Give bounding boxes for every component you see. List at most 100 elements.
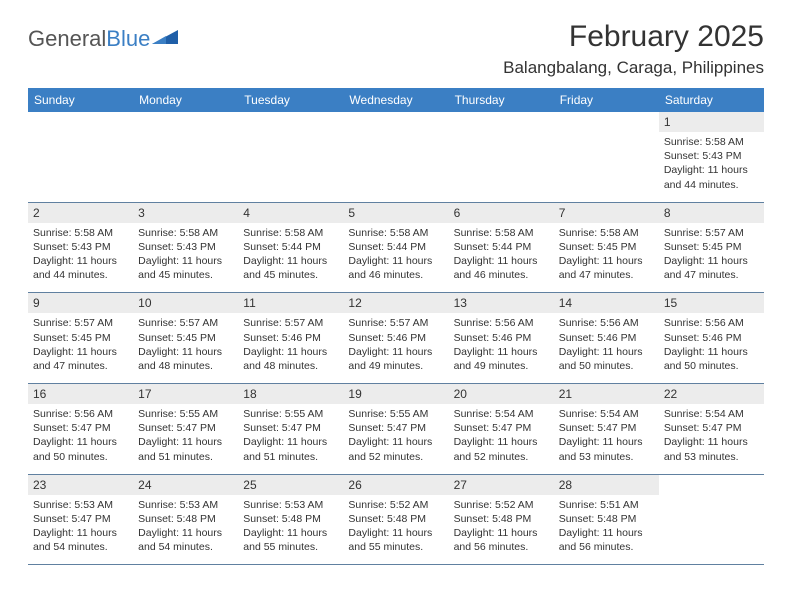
day-number: 25 bbox=[238, 475, 343, 495]
day-number: 17 bbox=[133, 384, 238, 404]
day-cell: 27Sunrise: 5:52 AMSunset: 5:48 PMDayligh… bbox=[449, 474, 554, 565]
day-number: 21 bbox=[554, 384, 659, 404]
day-header-thu: Thursday bbox=[449, 88, 554, 112]
day-header-sun: Sunday bbox=[28, 88, 133, 112]
daylight-text: Daylight: 11 hours and 56 minutes. bbox=[559, 526, 654, 554]
day-number: 28 bbox=[554, 475, 659, 495]
daylight-text: Daylight: 11 hours and 46 minutes. bbox=[454, 254, 549, 282]
day-header-tue: Tuesday bbox=[238, 88, 343, 112]
sunset-text: Sunset: 5:45 PM bbox=[664, 240, 759, 254]
day-cell: 22Sunrise: 5:54 AMSunset: 5:47 PMDayligh… bbox=[659, 384, 764, 475]
day-content: Sunrise: 5:58 AMSunset: 5:43 PMDaylight:… bbox=[659, 132, 764, 202]
day-header-mon: Monday bbox=[133, 88, 238, 112]
sunrise-text: Sunrise: 5:56 AM bbox=[664, 316, 759, 330]
day-content: Sunrise: 5:58 AMSunset: 5:43 PMDaylight:… bbox=[133, 223, 238, 293]
day-content: Sunrise: 5:56 AMSunset: 5:46 PMDaylight:… bbox=[449, 313, 554, 383]
day-cell: 23Sunrise: 5:53 AMSunset: 5:47 PMDayligh… bbox=[28, 474, 133, 565]
day-header-row: Sunday Monday Tuesday Wednesday Thursday… bbox=[28, 88, 764, 112]
day-cell bbox=[238, 112, 343, 202]
day-cell: 4Sunrise: 5:58 AMSunset: 5:44 PMDaylight… bbox=[238, 202, 343, 293]
day-content bbox=[28, 112, 133, 179]
day-cell: 14Sunrise: 5:56 AMSunset: 5:46 PMDayligh… bbox=[554, 293, 659, 384]
sunset-text: Sunset: 5:45 PM bbox=[138, 331, 233, 345]
day-content: Sunrise: 5:53 AMSunset: 5:47 PMDaylight:… bbox=[28, 495, 133, 565]
sunset-text: Sunset: 5:47 PM bbox=[33, 421, 128, 435]
day-cell: 28Sunrise: 5:51 AMSunset: 5:48 PMDayligh… bbox=[554, 474, 659, 565]
sunrise-text: Sunrise: 5:53 AM bbox=[243, 498, 338, 512]
day-cell: 18Sunrise: 5:55 AMSunset: 5:47 PMDayligh… bbox=[238, 384, 343, 475]
day-cell bbox=[554, 112, 659, 202]
week-row: 1Sunrise: 5:58 AMSunset: 5:43 PMDaylight… bbox=[28, 112, 764, 202]
daylight-text: Daylight: 11 hours and 50 minutes. bbox=[33, 435, 128, 463]
day-content: Sunrise: 5:58 AMSunset: 5:44 PMDaylight:… bbox=[343, 223, 448, 293]
day-content: Sunrise: 5:52 AMSunset: 5:48 PMDaylight:… bbox=[449, 495, 554, 565]
day-cell bbox=[343, 112, 448, 202]
sunrise-text: Sunrise: 5:54 AM bbox=[559, 407, 654, 421]
location-subtitle: Balangbalang, Caraga, Philippines bbox=[503, 58, 764, 78]
sunset-text: Sunset: 5:43 PM bbox=[33, 240, 128, 254]
day-content: Sunrise: 5:57 AMSunset: 5:46 PMDaylight:… bbox=[238, 313, 343, 383]
daylight-text: Daylight: 11 hours and 54 minutes. bbox=[138, 526, 233, 554]
daylight-text: Daylight: 11 hours and 46 minutes. bbox=[348, 254, 443, 282]
day-cell: 8Sunrise: 5:57 AMSunset: 5:45 PMDaylight… bbox=[659, 202, 764, 293]
daylight-text: Daylight: 11 hours and 49 minutes. bbox=[454, 345, 549, 373]
week-row: 9Sunrise: 5:57 AMSunset: 5:45 PMDaylight… bbox=[28, 293, 764, 384]
header: GeneralBlue February 2025 Balangbalang, … bbox=[28, 20, 764, 78]
day-number: 9 bbox=[28, 293, 133, 313]
day-number: 7 bbox=[554, 203, 659, 223]
week-row: 2Sunrise: 5:58 AMSunset: 5:43 PMDaylight… bbox=[28, 202, 764, 293]
sunset-text: Sunset: 5:47 PM bbox=[138, 421, 233, 435]
sunrise-text: Sunrise: 5:57 AM bbox=[138, 316, 233, 330]
sunrise-text: Sunrise: 5:58 AM bbox=[243, 226, 338, 240]
logo-text-blue: Blue bbox=[106, 26, 150, 52]
day-content: Sunrise: 5:54 AMSunset: 5:47 PMDaylight:… bbox=[554, 404, 659, 474]
daylight-text: Daylight: 11 hours and 51 minutes. bbox=[138, 435, 233, 463]
sunset-text: Sunset: 5:47 PM bbox=[454, 421, 549, 435]
day-number: 1 bbox=[659, 112, 764, 132]
daylight-text: Daylight: 11 hours and 45 minutes. bbox=[138, 254, 233, 282]
sunset-text: Sunset: 5:47 PM bbox=[559, 421, 654, 435]
daylight-text: Daylight: 11 hours and 54 minutes. bbox=[33, 526, 128, 554]
day-number: 11 bbox=[238, 293, 343, 313]
daylight-text: Daylight: 11 hours and 50 minutes. bbox=[664, 345, 759, 373]
day-header-fri: Friday bbox=[554, 88, 659, 112]
daylight-text: Daylight: 11 hours and 47 minutes. bbox=[559, 254, 654, 282]
day-cell bbox=[449, 112, 554, 202]
day-content: Sunrise: 5:53 AMSunset: 5:48 PMDaylight:… bbox=[133, 495, 238, 565]
daylight-text: Daylight: 11 hours and 52 minutes. bbox=[348, 435, 443, 463]
day-content: Sunrise: 5:58 AMSunset: 5:45 PMDaylight:… bbox=[554, 223, 659, 293]
day-cell: 2Sunrise: 5:58 AMSunset: 5:43 PMDaylight… bbox=[28, 202, 133, 293]
day-cell: 15Sunrise: 5:56 AMSunset: 5:46 PMDayligh… bbox=[659, 293, 764, 384]
sunrise-text: Sunrise: 5:53 AM bbox=[138, 498, 233, 512]
sunrise-text: Sunrise: 5:58 AM bbox=[454, 226, 549, 240]
day-number: 26 bbox=[343, 475, 448, 495]
day-content: Sunrise: 5:55 AMSunset: 5:47 PMDaylight:… bbox=[133, 404, 238, 474]
day-content: Sunrise: 5:55 AMSunset: 5:47 PMDaylight:… bbox=[343, 404, 448, 474]
day-header-wed: Wednesday bbox=[343, 88, 448, 112]
day-number: 12 bbox=[343, 293, 448, 313]
day-number: 4 bbox=[238, 203, 343, 223]
sunrise-text: Sunrise: 5:53 AM bbox=[33, 498, 128, 512]
daylight-text: Daylight: 11 hours and 50 minutes. bbox=[559, 345, 654, 373]
day-header-sat: Saturday bbox=[659, 88, 764, 112]
sunset-text: Sunset: 5:48 PM bbox=[348, 512, 443, 526]
day-cell: 19Sunrise: 5:55 AMSunset: 5:47 PMDayligh… bbox=[343, 384, 448, 475]
day-content bbox=[659, 475, 764, 542]
sunrise-text: Sunrise: 5:54 AM bbox=[664, 407, 759, 421]
day-content: Sunrise: 5:57 AMSunset: 5:45 PMDaylight:… bbox=[659, 223, 764, 293]
daylight-text: Daylight: 11 hours and 55 minutes. bbox=[243, 526, 338, 554]
sunset-text: Sunset: 5:43 PM bbox=[664, 149, 759, 163]
sunrise-text: Sunrise: 5:57 AM bbox=[348, 316, 443, 330]
day-cell: 7Sunrise: 5:58 AMSunset: 5:45 PMDaylight… bbox=[554, 202, 659, 293]
day-cell: 24Sunrise: 5:53 AMSunset: 5:48 PMDayligh… bbox=[133, 474, 238, 565]
daylight-text: Daylight: 11 hours and 53 minutes. bbox=[559, 435, 654, 463]
day-number: 10 bbox=[133, 293, 238, 313]
day-cell bbox=[28, 112, 133, 202]
sunrise-text: Sunrise: 5:52 AM bbox=[454, 498, 549, 512]
sunset-text: Sunset: 5:47 PM bbox=[348, 421, 443, 435]
day-cell: 25Sunrise: 5:53 AMSunset: 5:48 PMDayligh… bbox=[238, 474, 343, 565]
sunrise-text: Sunrise: 5:57 AM bbox=[664, 226, 759, 240]
day-number: 19 bbox=[343, 384, 448, 404]
daylight-text: Daylight: 11 hours and 44 minutes. bbox=[664, 163, 759, 191]
day-number: 16 bbox=[28, 384, 133, 404]
